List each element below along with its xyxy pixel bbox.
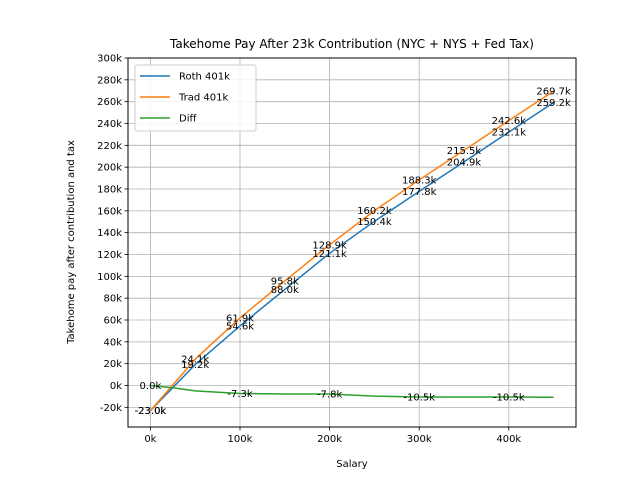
axis-ticks: 0k 100k 200k 300k 400k -20k 0k 20k 40k 60k 80k 100k… — [97, 54, 521, 446]
x-tick-label: 400k — [496, 434, 521, 445]
data-label: 0.0k — [140, 381, 162, 392]
data-label: 259.2k — [536, 98, 571, 109]
y-tick-label: 0k — [110, 381, 122, 392]
y-tick-label: 260k — [97, 97, 122, 108]
data-label: 61.9k — [226, 313, 254, 324]
y-axis-label: Takehome pay after contribution and tax — [66, 140, 77, 345]
data-labels: -23.0k 19.2k 54.6k 88.0k 121.1k 150.4k 177.8k 2… — [135, 87, 571, 418]
series-line-diff — [150, 384, 554, 399]
data-label: 177.8k — [402, 187, 437, 198]
series-line-roth-401k — [149, 101, 555, 412]
data-label: 204.9k — [447, 157, 482, 168]
data-label: 121.1k — [312, 249, 347, 260]
plot-frame — [127, 57, 577, 428]
y-tick-label: 140k — [97, 228, 122, 239]
legend-label: Roth 401k — [179, 72, 230, 83]
data-label: 128.9k — [312, 240, 347, 251]
y-tick-label: 120k — [97, 250, 122, 261]
data-label: 54.6k — [226, 321, 254, 332]
data-label: -10.5k — [493, 392, 525, 403]
series-line-trad-401k — [149, 90, 555, 412]
data-label: 88.0k — [271, 285, 299, 296]
y-tick-label: 100k — [97, 272, 122, 283]
y-tick-label: 160k — [97, 206, 122, 217]
y-tick-label: 60k — [103, 316, 122, 327]
y-tick-label: 240k — [97, 119, 122, 130]
y-tick-label: 80k — [103, 294, 122, 305]
data-label: -7.3k — [227, 389, 253, 400]
y-tick-label: 20k — [103, 359, 122, 370]
legend: Roth 401k Trad 401k Diff — [134, 64, 257, 132]
data-label: 24.1k — [181, 355, 209, 366]
legend-label: Trad 401k — [178, 93, 228, 104]
data-label: 215.5k — [447, 146, 482, 157]
chart-title: Takehome Pay After 23k Contribution (NYC… — [169, 37, 534, 51]
legend-label: Diff — [179, 114, 197, 125]
data-label: 242.6k — [492, 116, 527, 127]
y-tick-label: 280k — [97, 75, 122, 86]
data-label: 95.8k — [271, 276, 299, 287]
x-tick-label: 100k — [228, 434, 253, 445]
data-label: 160.2k — [357, 206, 392, 217]
y-tick-label: 220k — [97, 141, 122, 152]
x-tick-label: 0k — [144, 434, 156, 445]
y-tick-label: 40k — [103, 337, 122, 348]
data-label: -23.0k — [135, 406, 167, 417]
x-tick-label: 300k — [407, 434, 432, 445]
legend-box — [134, 64, 257, 132]
data-label: 150.4k — [357, 217, 392, 228]
y-tick-label: 200k — [97, 163, 122, 174]
data-label: 188.3k — [402, 175, 437, 186]
data-label: 269.7k — [536, 87, 571, 98]
y-tick-label: 180k — [97, 185, 122, 196]
data-label: -23.0k — [135, 406, 167, 417]
data-label: -10.5k — [403, 392, 435, 403]
y-tick-label: -20k — [100, 403, 122, 414]
x-tick-label: 200k — [317, 434, 342, 445]
series-lines — [149, 90, 555, 412]
data-label: 232.1k — [492, 128, 527, 139]
y-tick-label: 300k — [97, 54, 122, 65]
data-label: -7.8k — [317, 390, 343, 401]
data-label: 19.2k — [181, 360, 209, 371]
x-axis-label: Salary — [336, 459, 367, 470]
